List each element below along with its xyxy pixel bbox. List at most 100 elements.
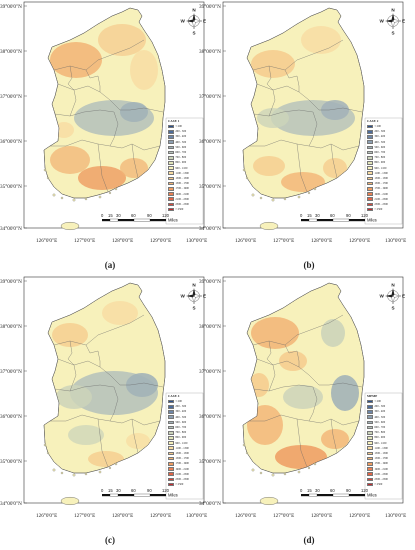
legend-label: 900 - 1100 (175, 441, 188, 445)
legend-item: 200 - 300 (168, 404, 189, 409)
legend-swatch (168, 446, 174, 451)
lon-axis: 126°0'0"E 127°0'0"E 128°0'0"E 129°0'0"E … (235, 512, 406, 519)
islands (242, 443, 317, 505)
legend-swatch (367, 150, 373, 155)
compass-e: E (203, 19, 206, 24)
map-frame (222, 1, 404, 229)
precip-zone (321, 429, 349, 449)
legend-swatch (168, 181, 174, 186)
legend-label: 1300 - 1500 (374, 451, 388, 455)
legend-swatch (367, 202, 373, 207)
land (242, 282, 365, 474)
legend-swatch (168, 425, 174, 430)
map-panel-d: 39°00'0"N 38°00'0"N 37°00'0"N 36°00'0"N … (199, 275, 406, 545)
precip-zone (68, 425, 104, 445)
legend-swatch (168, 129, 174, 134)
legend-swatch (168, 161, 174, 165)
map-panel-c: 39°00'0"N 38°00'0"N 37°00'0"N 36°00'0"N … (0, 275, 207, 545)
legend-swatch (367, 462, 373, 466)
scale-tick: 120 (162, 488, 170, 493)
legend-swatch (168, 135, 174, 139)
legend-label: 1900 - 2100 (374, 467, 388, 471)
map-svg: 39°00'0"N 38°00'0"N 37°00'0"N 36°00'0"N … (0, 276, 207, 519)
legend-swatch (168, 404, 174, 409)
legend-swatch (367, 410, 373, 414)
legend-item: 900 - 1100 (168, 166, 189, 171)
legend-swatch (168, 150, 174, 155)
lat-label: 35°00'0"N (0, 183, 22, 190)
legend-label: 600 - 700 (374, 426, 386, 430)
precip-zone (279, 351, 307, 371)
legend-item: 300 - 400 (168, 134, 189, 139)
scale-tick: 90 (147, 213, 152, 218)
precip-zone (283, 385, 323, 409)
lon-label: 130°0'0"E (385, 237, 406, 244)
legend-label: < 200 (175, 400, 182, 404)
legend-item: 400 - 500 (168, 140, 189, 145)
legend-item: 900 - 1100 (168, 441, 189, 446)
precip-zone (50, 42, 102, 78)
legend-label: 900 - 1100 (175, 166, 188, 170)
legend-swatch (168, 399, 174, 404)
panel-tag: (c) (105, 535, 115, 545)
scale-tick: 30 (315, 213, 320, 218)
scale-tick: 120 (162, 213, 170, 218)
lat-label: 37°00'0"N (199, 93, 221, 100)
legend-swatch (367, 192, 373, 196)
legend-swatch (367, 446, 373, 451)
legend-label: 2300 - 2500 (175, 477, 189, 481)
legend-item: 300 - 400 (168, 409, 189, 414)
legend-label: 1900 - 2100 (175, 467, 189, 471)
legend-swatch (168, 187, 174, 191)
map-svg: 39°00'0"N 38°00'0"N 37°00'0"N 36°00'0"N … (199, 276, 406, 519)
legend-title: CASE 4 (168, 394, 180, 398)
legend-list: < 200 200 - 300 300 - 400 400 - 500 500 - 60… (168, 399, 189, 487)
map-panel-a: 39°00'0"N 38°00'0"N 37°00'0"N 36°00'0"N … (0, 0, 207, 270)
precip-zone (130, 50, 158, 90)
legend-label: 2100 - 2300 (175, 472, 189, 476)
precip-zone (247, 405, 283, 445)
lat-label: 36°00'0"N (199, 413, 221, 420)
legend-label: 400 - 500 (374, 415, 386, 419)
jeju-island (60, 221, 80, 230)
lon-label: 126°0'0"E (235, 237, 256, 244)
compass-e: E (402, 19, 405, 24)
scale-tick: 30 (116, 488, 121, 493)
precip-zone (323, 158, 347, 178)
legend-swatch (168, 176, 174, 181)
precip-zone (301, 26, 341, 54)
scale-tick: 120 (361, 213, 369, 218)
legend-label: 800 - 900 (374, 161, 386, 165)
lon-label: 130°0'0"E (186, 237, 207, 244)
precip-zone (120, 102, 148, 122)
legend-label: 300 - 400 (175, 410, 187, 414)
legend-label: 800 - 900 (374, 436, 386, 440)
scale-tick: 90 (147, 488, 152, 493)
compass-rose: N S E W (380, 283, 406, 311)
precip-zone (251, 317, 299, 349)
lon-label: 129°0'0"E (349, 512, 370, 519)
lon-label: 128°0'0"E (311, 512, 332, 519)
legend-swatch (367, 472, 373, 477)
legend-item: 1100 - 1300 (168, 171, 189, 176)
legend-swatch (367, 161, 373, 165)
map-svg: 39°00'0"N 38°00'0"N 37°00'0"N 36°00'0"N … (0, 1, 207, 244)
legend-item: 200 - 300 (367, 404, 388, 409)
legend-item: 700 - 800 (168, 155, 189, 160)
legend-swatch (367, 171, 373, 176)
legend-label: 2100 - 2300 (374, 197, 388, 201)
legend-swatch (168, 166, 174, 170)
lon-label: 130°0'0"E (186, 512, 207, 519)
lat-label: 39°00'0"N (199, 3, 221, 10)
legend-label: 1100 - 1300 (175, 446, 189, 450)
legend-swatch (367, 420, 373, 425)
legend-label: 2100 - 2300 (374, 472, 388, 476)
lon-label: 129°0'0"E (349, 237, 370, 244)
legend-swatch (168, 410, 174, 414)
compass-s: S (392, 31, 395, 36)
scale-tick: 15 (108, 213, 113, 218)
legend-label: 1300 - 1500 (374, 176, 388, 180)
legend-label: 300 - 400 (175, 135, 187, 139)
legend-item: 500 - 600 (367, 420, 388, 425)
legend-item: 300 - 400 (367, 134, 388, 139)
